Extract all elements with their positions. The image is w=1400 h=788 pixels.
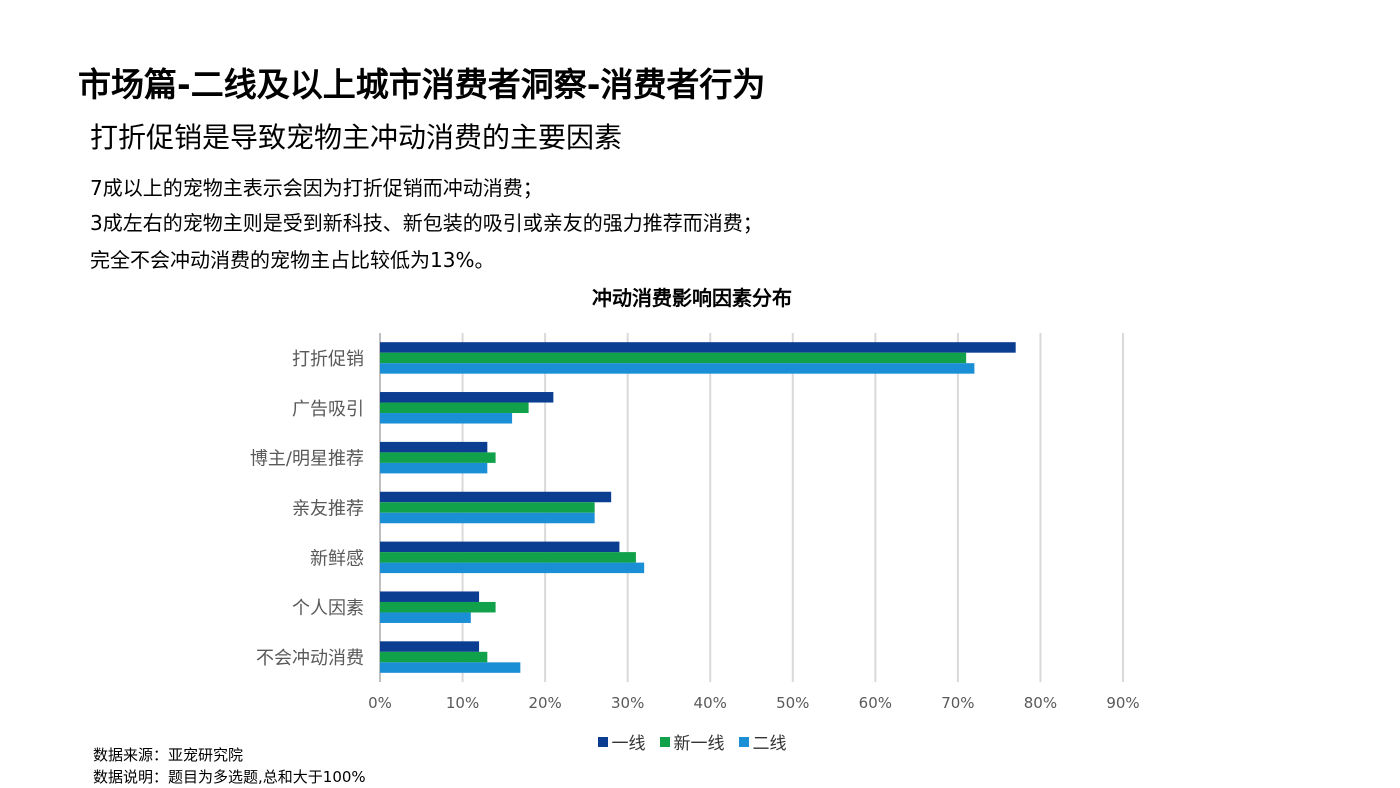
category-label: 不会冲动消费 [256,648,364,669]
legend-item-tier2: 二线 [738,729,787,754]
chart-legend: 一线 新一线 二线 [0,729,1384,754]
legend-swatch-tier2 [738,736,749,747]
category-label: 博主/明星推荐 [250,449,364,470]
data-source: 数据来源：亚宠研究院 [93,746,244,764]
category-label: 个人因素 [292,598,364,619]
bar-tier1 [380,342,1016,353]
x-tick-label: 50% [776,694,809,712]
bar-tier1 [380,441,488,453]
category-label: 亲友推荐 [292,499,364,520]
bullet-text-2: 3成左右的宠物主则是受到新科技、新包装的吸引或亲友的强力推荐而消费； [90,211,763,235]
x-tick-label: 40% [694,694,727,712]
bar-tier2 [380,662,521,673]
category-label: 新鲜感 [310,548,364,569]
page-subtitle: 打折促销是导致宠物主冲动消费的主要因素 [90,121,623,154]
bar-new-tier1 [380,601,496,613]
bar-tier1 [380,491,612,503]
data-note: 数据说明：题目为多选题,总和大于100% [93,768,366,786]
x-tick-label: 20% [528,694,561,712]
legend-label-tier2: 二线 [752,734,787,754]
bar-new-tier1 [380,352,967,364]
x-tick-label: 60% [859,694,892,712]
bar-tier1 [380,541,620,553]
bar-tier2 [380,413,513,424]
bar-new-tier1 [380,402,529,414]
bar-tier2 [380,512,595,524]
x-tick-label: 80% [1024,694,1057,712]
bar-tier2 [380,562,645,574]
legend-label-tier1: 一线 [611,734,646,754]
legend-item-tier1: 一线 [597,729,646,754]
category-label: 打折促销 [292,349,364,370]
x-tick-label: 90% [1106,694,1139,712]
bar-new-tier1 [380,502,595,513]
legend-item-new-tier1: 新一线 [659,729,725,754]
x-tick-label: 30% [611,694,644,712]
bar-tier2 [380,462,488,474]
legend-label-new-tier1: 新一线 [673,734,725,754]
x-tick-label: 0% [368,694,392,712]
bar-tier2 [380,363,975,374]
legend-swatch-new-tier1 [659,736,670,747]
bar-new-tier1 [380,651,488,663]
x-tick-label: 10% [446,694,479,712]
bar-tier1 [380,392,554,403]
legend-swatch-tier1 [597,736,608,747]
bar-tier2 [380,612,471,623]
chart-title: 冲动消费影响因素分布 [592,286,792,310]
bar-tier1 [380,591,480,602]
bar-new-tier1 [380,452,496,463]
page-title: 市场篇-二线及以上城市消费者洞察-消费者行为 [78,65,766,104]
x-tick-label: 70% [941,694,974,712]
bar-new-tier1 [380,552,636,563]
category-label: 广告吸引 [292,399,364,420]
bullet-text-1: 7成以上的宠物主表示会因为打折促销而冲动消费； [90,176,543,200]
bar-tier1 [380,641,480,652]
bullet-text-3: 完全不会冲动消费的宠物主占比较低为13%。 [90,248,495,272]
